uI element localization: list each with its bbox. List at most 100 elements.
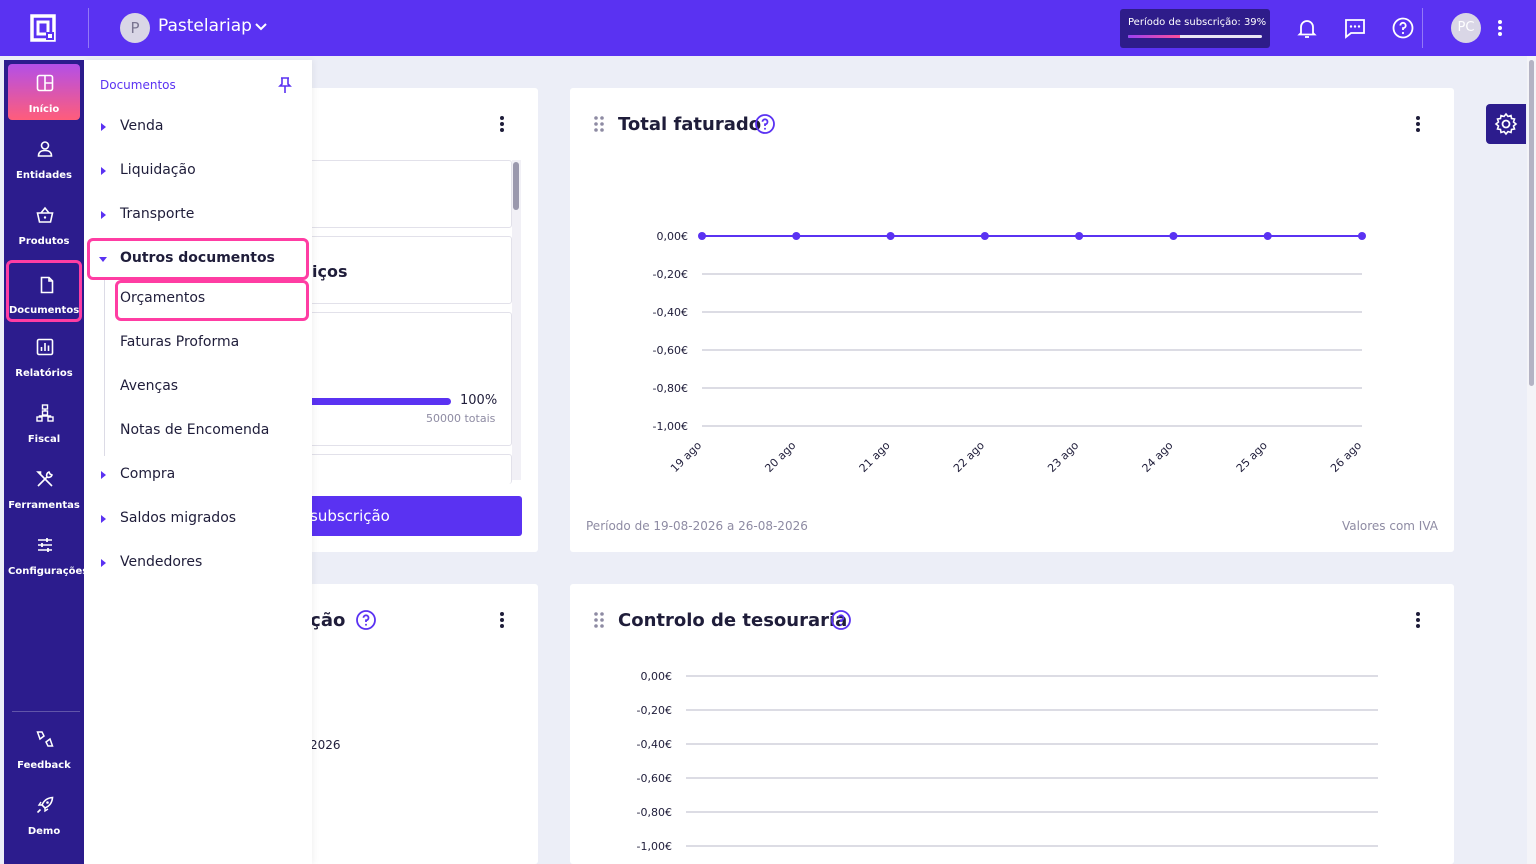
y-tick-label: -1,00€ xyxy=(653,420,688,433)
flyout-item-venda[interactable]: Venda xyxy=(84,108,312,148)
drag-handle-icon[interactable] xyxy=(592,115,606,133)
total-faturado-chart: 0,00€ -0,20€ -0,40€ -0,60€ -0,80€ -1,00€ 19 ag… xyxy=(653,230,1366,475)
total-faturado-card: Total faturado 0,00€ -0,20€ -0,40€ -0,60€ -0… xyxy=(570,88,1454,552)
subscription-progress-track xyxy=(1128,35,1262,38)
flyout-item-compra[interactable]: Compra xyxy=(84,456,312,496)
dashboard-icon xyxy=(36,74,54,92)
y-tick-label: -1,00€ xyxy=(637,840,672,853)
y-tick-label: -0,60€ xyxy=(653,344,688,357)
data-point[interactable] xyxy=(1263,232,1272,240)
pin-icon[interactable] xyxy=(276,76,294,94)
left-navigation: Início Entidades Produtos Documentos Rel… xyxy=(4,60,89,864)
caret-right-icon xyxy=(101,123,106,131)
page-scrollbar-thumb[interactable] xyxy=(1529,60,1534,386)
card-menu-icon[interactable] xyxy=(492,112,512,136)
nav-item-entidades[interactable]: Entidades xyxy=(8,130,80,186)
flyout-subitem-notas-de-encomenda[interactable]: Notas de Encomenda xyxy=(104,412,312,452)
card-menu-icon[interactable] xyxy=(1408,608,1428,632)
drag-handle-icon[interactable] xyxy=(592,611,606,629)
nav-label: Configurações xyxy=(8,566,89,577)
nav-label: Início xyxy=(28,104,60,115)
card-scrollbar[interactable] xyxy=(512,160,521,480)
flyout-item-transporte[interactable]: Transporte xyxy=(84,196,312,236)
highlight-outros-documentos xyxy=(87,238,309,280)
help-icon[interactable] xyxy=(1391,16,1415,40)
info-box xyxy=(290,454,512,484)
caret-right-icon xyxy=(101,211,106,219)
nav-label: Documentos xyxy=(9,305,80,316)
x-tick-label: 20 ago xyxy=(762,439,798,475)
flyout-item-liquidacao[interactable]: Liquidação xyxy=(84,152,312,192)
app-logo-icon[interactable] xyxy=(28,14,58,42)
scrollbar-thumb[interactable] xyxy=(513,162,519,210)
nav-item-configuracoes[interactable]: Configurações xyxy=(8,526,89,582)
nav-label: Ferramentas xyxy=(8,500,80,511)
help-circle-icon[interactable] xyxy=(355,609,377,631)
highlight-orcamentos xyxy=(115,280,309,321)
nav-item-relatorios[interactable]: Relatórios xyxy=(8,328,80,384)
bottom-left-card: ação 8-2026 xyxy=(298,584,538,864)
flyout-subitem-label: Notas de Encomenda xyxy=(120,422,270,438)
flyout-subitem-label: Avenças xyxy=(120,378,179,394)
data-point[interactable] xyxy=(980,232,989,240)
topbar-divider xyxy=(88,8,89,48)
company-name[interactable]: Pastelariap xyxy=(158,16,252,36)
subscription-period-widget[interactable]: Período de subscrição: 39% xyxy=(1120,9,1270,48)
nav-item-demo[interactable]: Demo xyxy=(8,786,80,842)
nav-item-inicio[interactable]: Início xyxy=(8,64,80,120)
nav-item-feedback[interactable]: Feedback xyxy=(8,720,80,776)
card-title: Total faturado xyxy=(618,114,762,135)
documents-flyout-menu: Documentos Venda Liquidação Transporte O… xyxy=(84,60,312,864)
subscription-button[interactable]: subscrição xyxy=(310,496,522,536)
bell-icon[interactable] xyxy=(1295,16,1319,40)
flyout-item-label: Outros documentos xyxy=(120,250,275,266)
nav-item-ferramentas[interactable]: Ferramentas xyxy=(8,460,80,516)
data-point[interactable] xyxy=(792,232,801,240)
feedback-icon xyxy=(36,731,54,747)
dashboard-settings-button[interactable] xyxy=(1486,104,1526,144)
data-point[interactable] xyxy=(698,232,706,240)
nav-label: Feedback xyxy=(17,760,71,771)
card-menu-icon[interactable] xyxy=(1408,112,1428,136)
data-point[interactable] xyxy=(1075,232,1084,240)
nav-item-documentos[interactable]: Documentos xyxy=(6,260,82,322)
y-tick-label: -0,40€ xyxy=(637,738,672,751)
flyout-title: Documentos xyxy=(100,78,176,92)
card-menu-icon[interactable] xyxy=(492,608,512,632)
hierarchy-icon xyxy=(36,404,54,422)
page-scrollbar[interactable] xyxy=(1527,56,1536,864)
nav-item-produtos[interactable]: Produtos xyxy=(8,196,80,252)
user-avatar[interactable]: PC xyxy=(1451,13,1481,43)
x-tick-label: 25 ago xyxy=(1234,439,1270,475)
person-icon xyxy=(37,141,53,157)
flyout-item-outros-documentos[interactable]: Outros documentos xyxy=(84,240,312,280)
flyout-item-saldos-migrados[interactable]: Saldos migrados xyxy=(84,500,312,540)
data-point[interactable] xyxy=(1169,232,1178,240)
nav-divider xyxy=(12,711,80,712)
topbar-separator xyxy=(1422,8,1423,48)
x-tick-label: 22 ago xyxy=(951,439,987,475)
period-text: Período de 19-08-2026 a 26-08-2026 xyxy=(586,519,808,533)
nav-label: Fiscal xyxy=(27,434,61,445)
more-options-icon[interactable] xyxy=(1490,16,1510,40)
flyout-subitem-orcamentos[interactable]: Orçamentos xyxy=(104,280,312,320)
chat-icon[interactable] xyxy=(1343,16,1367,40)
help-circle-icon[interactable] xyxy=(830,609,852,631)
data-point[interactable] xyxy=(1358,232,1366,240)
flyout-subitem-faturas-proforma[interactable]: Faturas Proforma xyxy=(104,324,312,364)
data-point[interactable] xyxy=(886,232,895,240)
flyout-subitem-avencas[interactable]: Avenças xyxy=(104,368,312,408)
company-avatar[interactable]: P xyxy=(120,13,150,43)
chevron-down-icon[interactable] xyxy=(252,18,270,36)
nav-item-fiscal[interactable]: Fiscal xyxy=(8,394,80,450)
x-tick-label: 26 ago xyxy=(1328,439,1364,475)
help-circle-icon[interactable] xyxy=(754,113,776,135)
flyout-item-vendedores[interactable]: Vendedores xyxy=(84,544,312,584)
top-bar: P Pastelariap Período de subscrição: 39%… xyxy=(0,0,1536,56)
y-tick-label: -0,80€ xyxy=(653,382,688,395)
y-tick-label: 0,00€ xyxy=(641,670,673,683)
nav-label: Demo xyxy=(27,826,61,837)
submenu-guide-line xyxy=(104,280,105,456)
flyout-item-label: Venda xyxy=(120,118,164,134)
usage-progress-bar xyxy=(312,398,451,405)
